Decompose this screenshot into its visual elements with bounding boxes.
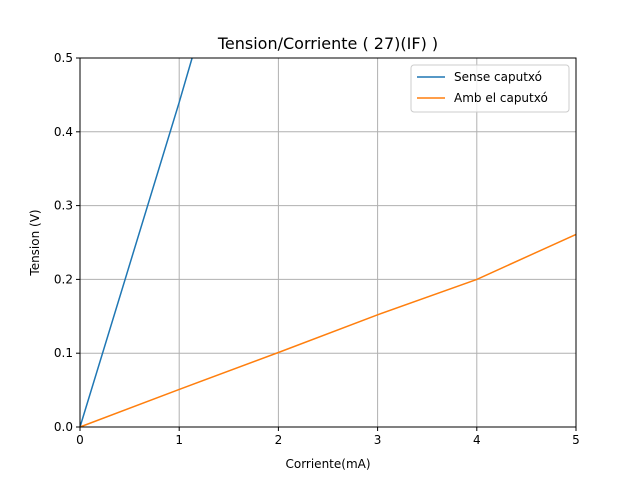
series-line-1	[79, 57, 193, 428]
chart-title: Tension/Corriente ( 27)(IF) )	[217, 34, 438, 53]
y-tick-label: 0.2	[54, 272, 73, 286]
y-axis-label: Tension (V)	[28, 209, 42, 276]
y-tick-label: 0.5	[54, 51, 73, 65]
x-tick-label: 4	[473, 433, 481, 447]
legend-label-1: Sense caputxó	[454, 70, 542, 84]
plot-frame	[79, 57, 577, 428]
x-axis-label: Corriente(mA)	[285, 457, 370, 471]
x-tick-label: 3	[374, 433, 382, 447]
series-line-2	[79, 233, 577, 428]
y-tick-label: 0.0	[54, 420, 73, 434]
x-tick-label: 0	[76, 433, 84, 447]
legend-box	[410, 64, 570, 113]
grid	[79, 57, 577, 428]
y-tick-label: 0.1	[54, 346, 73, 360]
x-tick-label: 5	[572, 433, 580, 447]
x-tick-label: 2	[275, 433, 283, 447]
y-tick-label: 0.4	[54, 125, 73, 139]
x-tick-label: 1	[175, 433, 183, 447]
legend-label-2: Amb el caputxó	[454, 91, 548, 105]
series-group	[79, 57, 577, 428]
legend: Sense caputxó Amb el caputxó	[410, 64, 570, 113]
y-tick-label: 0.3	[54, 199, 73, 213]
ticks: 0 1 2 3 4 5 0.0 0.1 0.2 0.3 0.4 0.5	[54, 51, 580, 447]
